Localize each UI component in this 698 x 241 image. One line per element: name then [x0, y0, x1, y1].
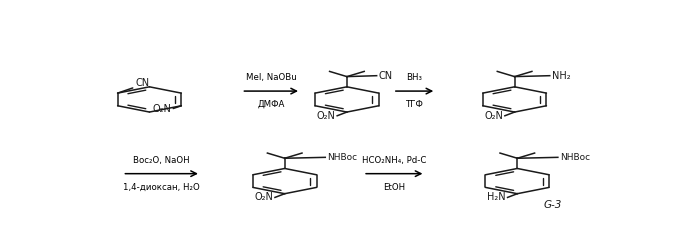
Text: NHBoc: NHBoc	[560, 153, 591, 162]
Text: G-3: G-3	[543, 200, 562, 210]
Text: NH₂: NH₂	[552, 71, 570, 81]
Text: H₂N: H₂N	[487, 192, 506, 202]
Text: ДМФА: ДМФА	[258, 100, 285, 109]
Text: CN: CN	[379, 71, 393, 81]
Text: BH₃: BH₃	[406, 73, 422, 82]
Text: EtOH: EtOH	[383, 183, 406, 192]
Text: O₂N: O₂N	[317, 111, 336, 121]
Text: NHBoc: NHBoc	[327, 153, 357, 162]
Text: 1,4-диоксан, H₂O: 1,4-диоксан, H₂O	[124, 183, 200, 192]
Text: Boc₂O, NaOH: Boc₂O, NaOH	[133, 156, 190, 165]
Text: O₂N: O₂N	[484, 111, 503, 121]
Text: ТГФ: ТГФ	[406, 100, 424, 109]
Text: O₂N: O₂N	[153, 104, 172, 114]
Text: MeI, NaOBu: MeI, NaOBu	[246, 73, 297, 82]
Text: HCO₂NH₄, Pd-C: HCO₂NH₄, Pd-C	[362, 156, 426, 165]
Text: CN: CN	[135, 78, 149, 87]
Text: O₂N: O₂N	[255, 192, 274, 202]
